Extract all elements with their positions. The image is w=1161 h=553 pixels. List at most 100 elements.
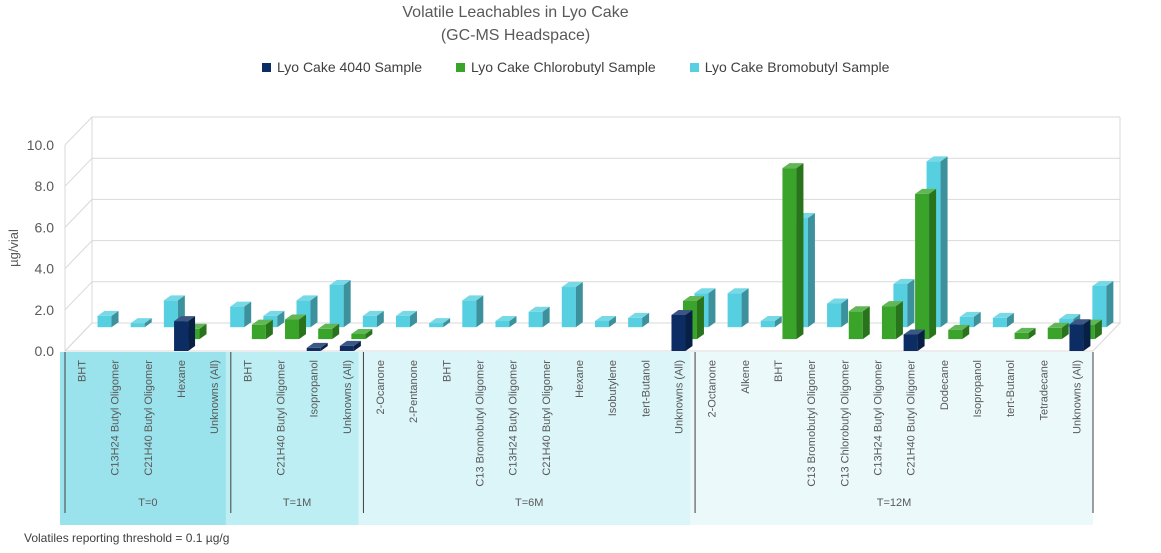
bar-side xyxy=(476,295,484,328)
bar-top xyxy=(915,188,937,194)
bar-top xyxy=(97,310,119,316)
bar-front xyxy=(915,193,930,340)
gridline-side-3 xyxy=(64,199,93,228)
bar-front xyxy=(561,287,576,328)
bar-top xyxy=(462,295,484,301)
gridline-side-4 xyxy=(64,157,93,187)
bar-side xyxy=(1061,322,1069,340)
legend-swatch-chlorobutyl xyxy=(456,62,466,72)
bar-side xyxy=(940,156,948,328)
bar-side xyxy=(376,310,384,328)
bar-2-8 xyxy=(362,310,384,328)
bar-side xyxy=(575,282,583,328)
bar-2-0 xyxy=(97,310,119,328)
bar-front xyxy=(351,333,366,340)
bar-top xyxy=(1069,319,1091,325)
y-tick-label-2: 4.0 xyxy=(35,261,55,277)
bar-side xyxy=(807,213,815,328)
bar-1-23 xyxy=(848,306,870,340)
bar-front xyxy=(1047,327,1062,340)
bar-top xyxy=(1047,322,1069,328)
category-label-28: tert-Butanol xyxy=(1005,360,1017,417)
y-tick-label-1: 2.0 xyxy=(35,302,55,318)
y-tick-label-4: 8.0 xyxy=(35,178,55,194)
bar-top xyxy=(948,324,970,330)
bar-top xyxy=(760,316,782,322)
bar-front xyxy=(362,315,377,328)
group-label-1: T=1M xyxy=(283,497,311,509)
bar-side xyxy=(353,340,361,351)
bar-front xyxy=(97,315,112,328)
floor xyxy=(63,322,1122,352)
bar-0-3 xyxy=(174,316,196,351)
bar-top xyxy=(594,316,616,322)
footnote: Volatiles reporting threshold = 0.1 µg/g xyxy=(24,531,230,545)
bar-1-28 xyxy=(1014,327,1036,340)
bar-side xyxy=(111,310,119,328)
bar-0-7 xyxy=(306,342,328,351)
bar-side xyxy=(862,306,870,340)
category-label-10: 2-Pentanone xyxy=(408,360,420,423)
bar-front xyxy=(948,329,963,340)
bar-top xyxy=(992,312,1014,318)
category-label-21: BHT xyxy=(773,360,785,382)
bar-top xyxy=(694,288,716,294)
bar-front xyxy=(495,321,510,328)
bar-top xyxy=(318,323,340,329)
bar-side xyxy=(1028,327,1036,340)
bar-0-25 xyxy=(903,329,925,351)
bar-top xyxy=(1092,281,1114,286)
bar-top xyxy=(561,282,583,288)
category-label-13: C13H24 Butyl Oligomer xyxy=(508,360,520,476)
bar-front xyxy=(671,314,686,351)
bar-top xyxy=(263,310,285,316)
bar-top xyxy=(230,301,252,307)
bar-front xyxy=(782,168,797,340)
bar-2-12 xyxy=(495,316,517,328)
bar-top xyxy=(682,295,704,301)
bar-top xyxy=(306,342,328,348)
legend-item-4040: Lyo Cake 4040 Sample xyxy=(262,59,422,75)
group-band-3 xyxy=(690,352,1093,525)
bar-side xyxy=(542,306,550,328)
bar-side xyxy=(1083,319,1091,351)
bar-side xyxy=(310,295,318,328)
group-label-3: T=12M xyxy=(877,497,912,509)
bar-side xyxy=(608,316,616,328)
bar-side xyxy=(973,311,981,328)
bar-top xyxy=(362,310,384,316)
category-label-9: 2-Ocanone xyxy=(375,360,387,414)
bar-side xyxy=(332,323,340,340)
bar-top xyxy=(395,310,417,316)
category-label-16: Isobutylene xyxy=(607,360,619,416)
bar-top xyxy=(959,311,981,317)
bar-side xyxy=(144,318,152,328)
bar-top xyxy=(1014,327,1036,333)
bar-top xyxy=(339,340,361,346)
bar-side xyxy=(962,324,970,340)
bar-1-24 xyxy=(881,301,903,340)
category-label-11: BHT xyxy=(441,360,453,382)
bar-top xyxy=(893,278,915,284)
bar-front xyxy=(306,347,321,351)
bar-front xyxy=(881,306,896,340)
bar-top xyxy=(671,309,693,315)
category-label-3: Hexane xyxy=(176,360,188,398)
category-label-17: tert-Butanol xyxy=(640,360,652,417)
bar-top xyxy=(429,318,451,324)
y-tick-label-5: 10.0 xyxy=(27,137,54,153)
bar-side xyxy=(199,323,207,340)
bar-2-13 xyxy=(528,306,550,328)
bar-side xyxy=(907,278,915,328)
bar-front xyxy=(395,315,410,328)
bar-top xyxy=(528,306,550,312)
legend-label-4040: Lyo Cake 4040 Sample xyxy=(277,59,423,75)
bar-1-25 xyxy=(915,188,937,340)
gridline-side-5 xyxy=(64,116,93,146)
bar-side xyxy=(741,288,749,328)
bar-front xyxy=(727,293,742,328)
chart-legend: Lyo Cake 4040 Sample Lyo Cake Chlorobuty… xyxy=(262,59,889,75)
bar-side xyxy=(841,298,849,328)
bar-front xyxy=(760,321,775,328)
